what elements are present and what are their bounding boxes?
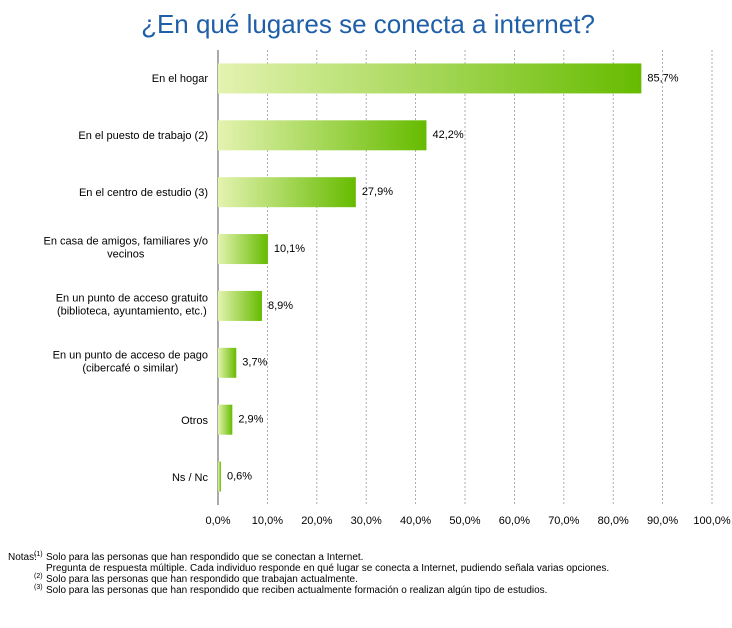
bar (218, 234, 268, 265)
x-tick-label: 30,0% (351, 515, 382, 527)
notes-label: Notas: (8, 552, 37, 563)
value-label: 27,9% (362, 186, 393, 198)
note: (1) Solo para las personas que han respon… (34, 551, 724, 574)
category-label-box: En el centro de estudio (3) (79, 183, 208, 201)
category-label: En un punto de acceso de pago (cibercafé… (52, 349, 208, 375)
value-label: 10,1% (274, 243, 305, 255)
value-label: 8,9% (268, 300, 293, 312)
x-tick-label: 70,0% (548, 515, 579, 527)
value-label: 85,7% (647, 72, 678, 84)
value-label: 3,7% (242, 357, 267, 369)
x-tick-label: 80,0% (598, 515, 629, 527)
bar (218, 290, 262, 321)
category-label: En el puesto de trabajo (2) (78, 130, 208, 143)
bar (218, 404, 233, 435)
x-tick-label: 40,0% (400, 515, 431, 527)
bar (218, 461, 221, 492)
bar (218, 120, 427, 151)
bar (218, 63, 642, 94)
note-marker: (2) (34, 573, 43, 580)
category-label: Otros (181, 414, 208, 427)
x-tick-label: 60,0% (499, 515, 530, 527)
x-tick-label: 0,0% (205, 515, 230, 527)
note-marker: (3) (34, 584, 43, 591)
category-label: En casa de amigos, familiares y/o vecino… (43, 235, 208, 261)
category-label-box: En casa de amigos, familiares y/o vecino… (44, 236, 208, 263)
note-text: Solo para las personas que han respondid… (46, 574, 358, 585)
bar (218, 347, 237, 378)
category-label-box: Ns / Nc (172, 468, 208, 486)
category-label-box: Otros (181, 411, 208, 429)
value-label: 2,9% (238, 414, 263, 426)
value-label: 0,6% (227, 470, 252, 482)
category-label-box: En el hogar (152, 69, 208, 87)
x-tick-label: 10,0% (252, 515, 283, 527)
note-text: Solo para las personas que han respondid… (46, 552, 364, 563)
chart: ¿En qué lugares se conecta a internet? 0… (141, 9, 731, 527)
category-label-box: En el puesto de trabajo (2) (78, 126, 208, 144)
note-marker: (1) (34, 551, 43, 558)
x-tick-label: 90,0% (647, 515, 678, 527)
notes: Notas: (1) Solo para las personas que han … (8, 551, 724, 596)
category-label-box: En un punto de acceso gratuito (bibliote… (56, 292, 208, 319)
value-label: 42,2% (432, 129, 463, 141)
x-tick-label: 50,0% (449, 515, 480, 527)
category-label: Ns / Nc (171, 471, 208, 484)
x-tick-label: 100,0% (693, 515, 731, 527)
note: (3) Solo para las personas que han respon… (34, 584, 724, 596)
category-label: En el centro de estudio (3) (78, 187, 208, 200)
note-text: Pregunta de respuesta múltiple. Cada ind… (46, 563, 610, 574)
category-label: En un punto de acceso gratuito (bibliote… (55, 292, 208, 318)
note-text: Solo para las personas que han respondid… (46, 585, 548, 596)
chart-title: ¿En qué lugares se conecta a internet? (141, 9, 595, 39)
category-label-box: En un punto de acceso de pago (cibercafé… (53, 349, 208, 376)
bar (218, 177, 356, 208)
category-label: En el hogar (151, 73, 208, 86)
note: (2) Solo para las personas que han respon… (34, 573, 724, 585)
x-tick-label: 20,0% (301, 515, 332, 527)
